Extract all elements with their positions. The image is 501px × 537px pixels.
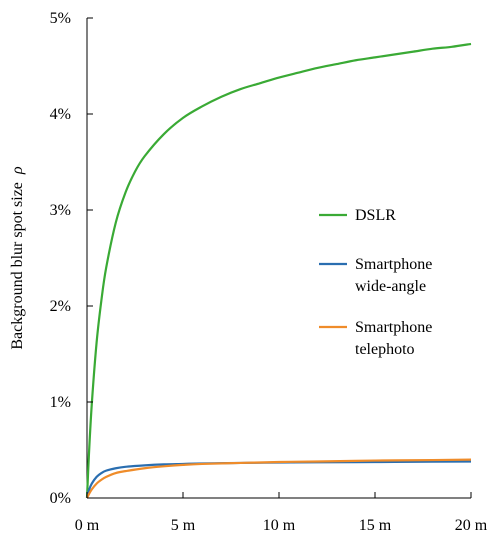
legend-label-2: Smartphone telephoto [355,319,432,358]
x-tick-label: 20 m [455,517,488,534]
y-tick-label: 1% [50,394,71,411]
y-axis-title-symbol: ρ [9,166,26,175]
y-axis-title-text: Background blur spot size [9,182,26,350]
legend: DSLR Smartphone wide-angle Smartphone teleph… [319,207,432,358]
legend-label-line: Smartphone [355,319,432,336]
legend-label-1: Smartphone wide-angle [355,256,432,295]
x-tick-label: 10 m [263,517,296,534]
legend-label-line: DSLR [355,207,396,224]
x-tick-label: 5 m [171,517,196,534]
legend-label-line: telephoto [355,341,415,358]
series-line-0 [85,42,472,499]
series-line-2 [86,458,472,499]
y-axis-title: Background blur spot size ρ [9,166,26,350]
y-tick-label: 3% [50,202,71,219]
legend-label-0: DSLR [355,207,396,224]
legend-label-line: wide-angle [355,278,426,295]
ticks-layer: 0% 1% 2% 3% 4% 5% 0 m 5 m 10 m 15 m 20 m [50,10,488,534]
legend-label-line: Smartphone [355,256,432,273]
series-layer [85,42,472,499]
x-tick-label: 0 m [75,517,100,534]
y-tick-label: 0% [50,490,71,507]
x-tick-label: 15 m [359,517,392,534]
y-tick-label: 5% [50,10,71,27]
y-tick-label: 2% [50,298,71,315]
y-tick-label: 4% [50,106,71,123]
